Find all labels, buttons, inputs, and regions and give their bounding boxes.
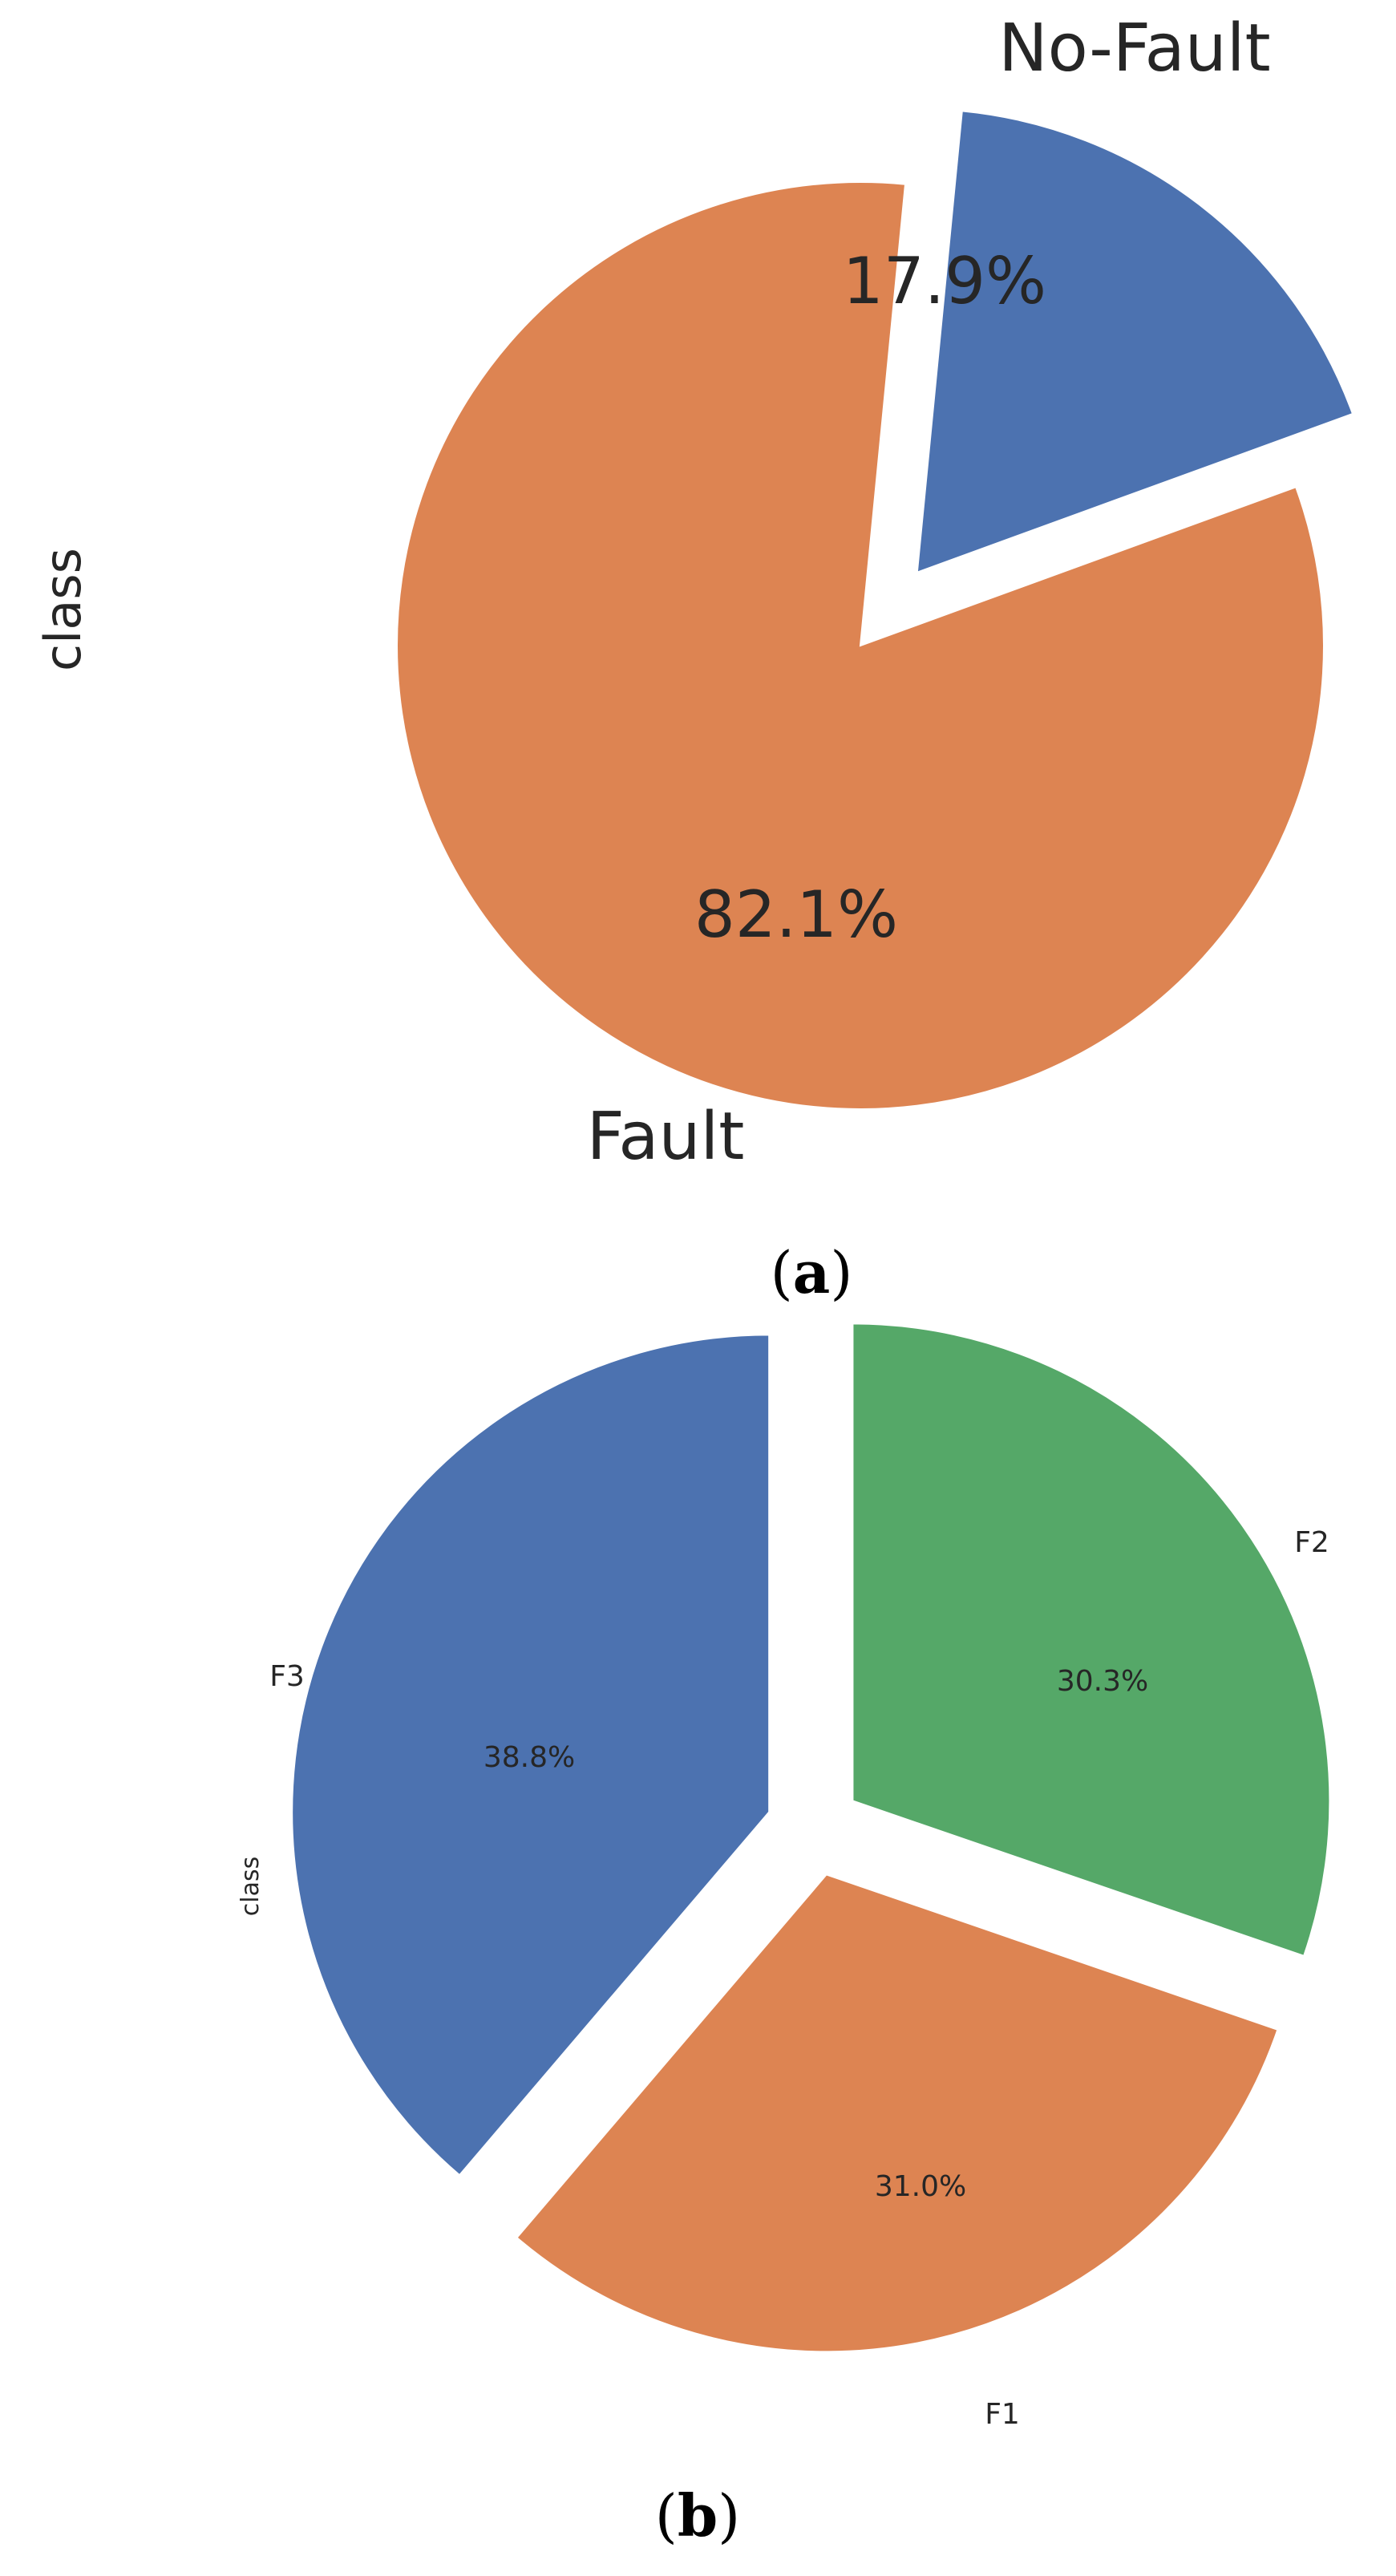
pie-slice-b-f3 [291, 1334, 771, 2177]
category-label-fault: Fault [587, 1099, 745, 1175]
category-label-f1: F1 [985, 2398, 1020, 2431]
pie-slice-b-f2 [852, 1322, 1331, 1958]
percentage-label-fault: 82.1% [694, 877, 898, 952]
caption-b: (b) [655, 2481, 741, 2550]
percentage-label-f2: 30.3% [1057, 1665, 1148, 1698]
pie-slice-a-no-fault [916, 110, 1354, 574]
pie-slices-a [396, 110, 1354, 1110]
percentage-label-no-fault: 17.9% [843, 244, 1046, 318]
pie-chart-a: class No-Fault Fault 17.9% 82.1% (a) [34, 10, 1354, 1306]
category-label-no-fault: No-Fault [998, 10, 1270, 87]
percentage-label-f1: 31.0% [875, 2170, 966, 2203]
pie-slice-b-f1 [516, 1873, 1279, 2353]
percentage-label-f3: 38.8% [484, 1741, 575, 1774]
category-label-f3: F3 [269, 1660, 305, 1693]
caption-a: (a) [771, 1238, 853, 1306]
y-axis-label-b: class [237, 1857, 265, 1916]
category-label-f2: F2 [1294, 1526, 1329, 1559]
y-axis-label-a: class [34, 548, 92, 671]
pie-slice-a-fault [396, 181, 1325, 1110]
pie-slices-b [291, 1322, 1331, 2353]
pie-chart-b: class F3 F1 F2 38.8% 31.0% 30.3% (b) [237, 1322, 1331, 2550]
